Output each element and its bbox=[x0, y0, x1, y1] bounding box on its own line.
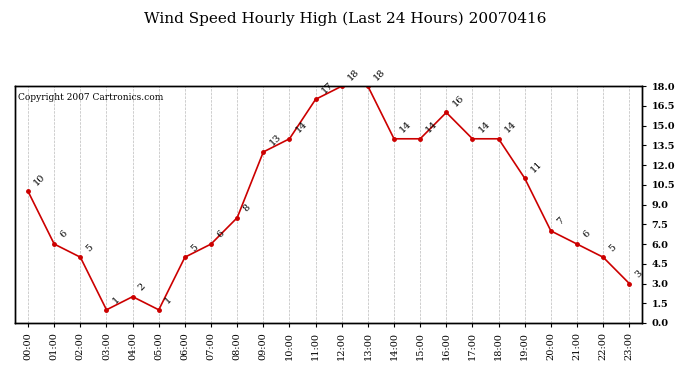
Text: 18: 18 bbox=[372, 67, 387, 82]
Text: 2: 2 bbox=[137, 282, 148, 292]
Text: 16: 16 bbox=[451, 93, 466, 108]
Text: 1: 1 bbox=[110, 295, 121, 306]
Text: Wind Speed Hourly High (Last 24 Hours) 20070416: Wind Speed Hourly High (Last 24 Hours) 2… bbox=[144, 11, 546, 26]
Text: 6: 6 bbox=[215, 229, 226, 240]
Text: 10: 10 bbox=[32, 172, 48, 187]
Text: 3: 3 bbox=[633, 268, 644, 279]
Text: 14: 14 bbox=[503, 119, 518, 135]
Text: 6: 6 bbox=[59, 229, 69, 240]
Text: 14: 14 bbox=[477, 119, 492, 135]
Text: 13: 13 bbox=[268, 133, 283, 148]
Text: 8: 8 bbox=[241, 203, 252, 213]
Text: 6: 6 bbox=[581, 229, 592, 240]
Text: 18: 18 bbox=[346, 67, 361, 82]
Text: 14: 14 bbox=[424, 119, 440, 135]
Text: 7: 7 bbox=[555, 216, 566, 227]
Text: 11: 11 bbox=[529, 159, 544, 174]
Text: 17: 17 bbox=[319, 80, 335, 95]
Text: Copyright 2007 Cartronics.com: Copyright 2007 Cartronics.com bbox=[18, 93, 164, 102]
Text: 5: 5 bbox=[607, 242, 618, 253]
Text: 14: 14 bbox=[398, 119, 413, 135]
Text: 5: 5 bbox=[189, 242, 200, 253]
Text: 14: 14 bbox=[294, 119, 309, 135]
Text: 1: 1 bbox=[163, 295, 174, 306]
Text: 5: 5 bbox=[84, 242, 95, 253]
